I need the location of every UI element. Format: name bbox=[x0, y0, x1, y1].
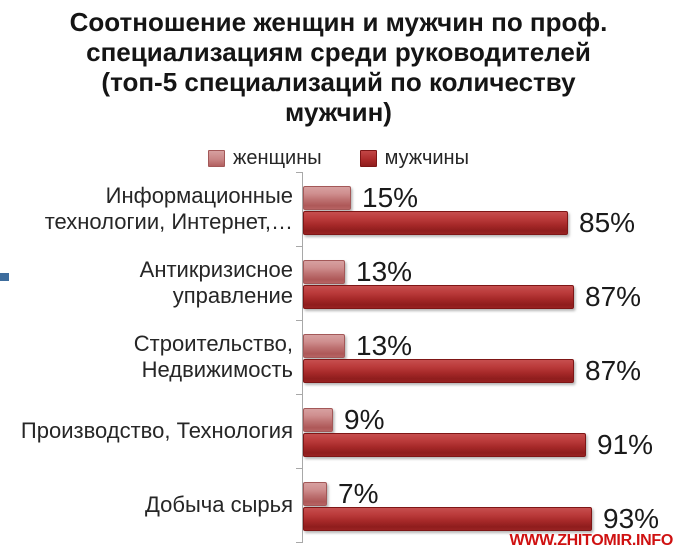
category-axis-line bbox=[302, 172, 303, 542]
value-label: 91% bbox=[597, 429, 654, 460]
men-swatch-icon bbox=[359, 150, 377, 167]
axis-tick bbox=[296, 246, 303, 247]
axis-tick bbox=[296, 542, 303, 543]
legend-label-men: мужчины bbox=[384, 147, 469, 169]
value-label: 85% bbox=[579, 207, 636, 238]
men-bar bbox=[303, 285, 574, 309]
category-label: Добыча сырья bbox=[144, 492, 293, 517]
value-label: 7% bbox=[338, 478, 379, 509]
women-swatch-icon bbox=[208, 150, 226, 167]
value-label: 9% bbox=[344, 404, 385, 435]
women-bar bbox=[303, 260, 345, 284]
chart-legend: женщины мужчины bbox=[0, 147, 677, 170]
men-bar bbox=[303, 211, 568, 235]
women-bar bbox=[303, 482, 327, 506]
women-bar bbox=[303, 186, 351, 210]
legend-item-men: мужчины bbox=[359, 147, 469, 170]
value-label: 87% bbox=[585, 355, 642, 386]
men-bar bbox=[303, 433, 586, 457]
value-label: 13% bbox=[356, 256, 413, 287]
chart-title: Соотношение женщин и мужчин по проф. спе… bbox=[69, 7, 608, 127]
men-bar bbox=[303, 507, 592, 531]
site-watermark: WWW.ZHITOMIR.INFO bbox=[509, 532, 674, 549]
axis-tick bbox=[296, 172, 303, 173]
category-label: Производство, Технология bbox=[20, 418, 293, 443]
value-label: 93% bbox=[603, 503, 660, 534]
category-label: Информационные технологии, Интернет,… bbox=[44, 183, 293, 234]
value-label: 15% bbox=[362, 182, 419, 213]
women-bar bbox=[303, 334, 345, 358]
value-label: 13% bbox=[356, 330, 413, 361]
axis-tick bbox=[296, 320, 303, 321]
axis-tick bbox=[296, 468, 303, 469]
legend-label-women: женщины bbox=[233, 147, 322, 169]
value-label: 87% bbox=[585, 281, 642, 312]
legend-item-women: женщины bbox=[208, 147, 322, 170]
category-label: Строительство, Недвижимость bbox=[133, 331, 293, 382]
men-bar bbox=[303, 359, 574, 383]
axis-tick bbox=[296, 394, 303, 395]
page-widget-fragment bbox=[0, 273, 9, 281]
category-label: Антикризисное управление bbox=[139, 257, 293, 308]
women-bar bbox=[303, 408, 333, 432]
